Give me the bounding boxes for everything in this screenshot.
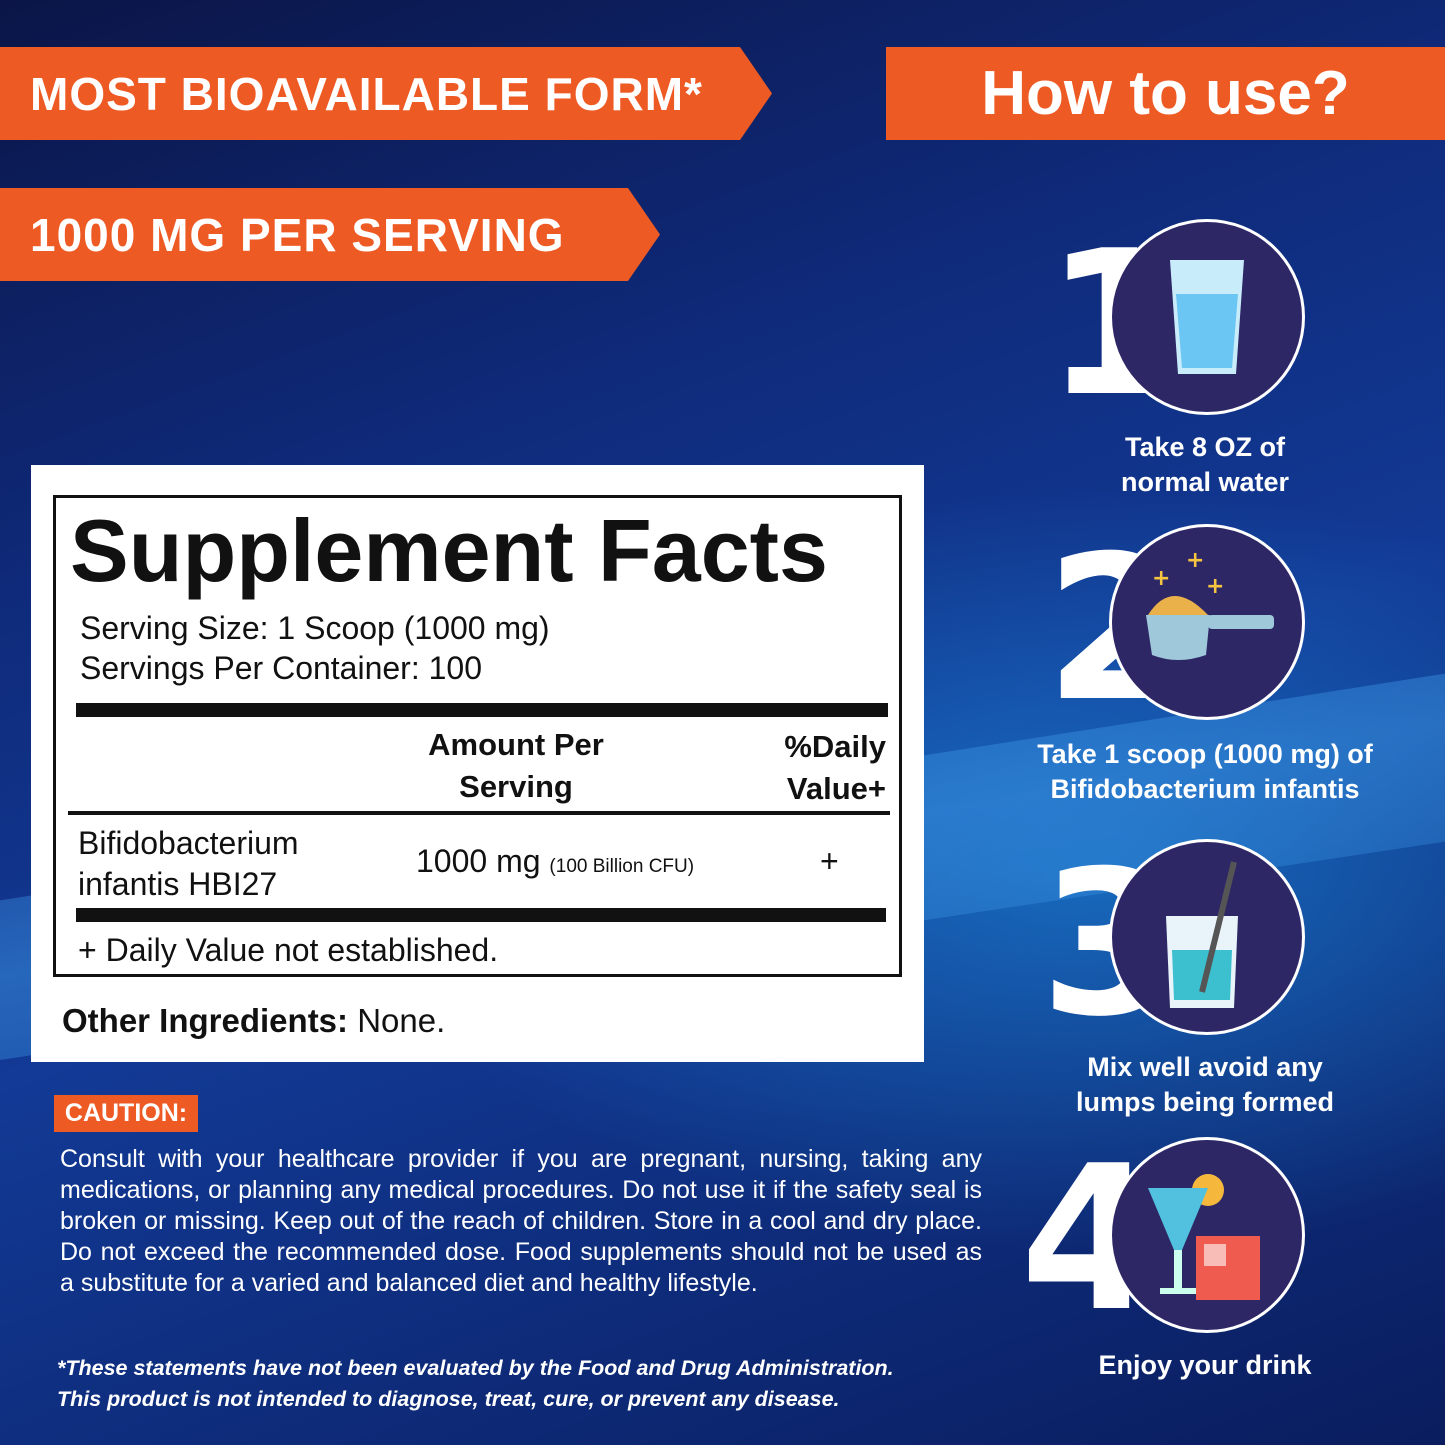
water-glass-icon bbox=[1109, 219, 1305, 415]
bioavailable-banner: MOST BIOAVAILABLE FORM* bbox=[0, 47, 772, 140]
header-daily-value: %Daily Value+ bbox=[784, 729, 886, 806]
step-line: normal water bbox=[1120, 467, 1290, 497]
banner-text: MOST BIOAVAILABLE FORM* bbox=[30, 67, 703, 120]
disclaimer-line: *These statements have not been evaluate… bbox=[57, 1356, 894, 1380]
supplement-facts-panel: Supplement Facts Serving Size: 1 Scoop (… bbox=[31, 465, 924, 1062]
other-value: None. bbox=[348, 1002, 446, 1039]
how-to-use-banner: How to use? bbox=[886, 47, 1445, 140]
banner-text: 1000 MG PER SERVING bbox=[30, 208, 565, 261]
divider bbox=[68, 811, 890, 815]
step-2-text: Take 1 scoop (1000 mg) of Bifidobacterium… bbox=[980, 737, 1430, 807]
ingredient-amount: 1000 mg (100 Billion CFU) bbox=[416, 841, 694, 887]
drinks-icon bbox=[1109, 1137, 1305, 1333]
dose-banner: 1000 MG PER SERVING bbox=[0, 188, 660, 281]
svg-text:+: + bbox=[1152, 566, 1170, 591]
svg-text:+: + bbox=[1186, 548, 1204, 573]
step-line: Bifidobacterium infantis bbox=[1050, 774, 1360, 804]
footnote: + Daily Value not established. bbox=[78, 932, 499, 968]
facts-title: Supplement Facts bbox=[70, 501, 828, 600]
other-ingredients: Other Ingredients: None. bbox=[62, 1002, 445, 1040]
step-line: Take 8 OZ of bbox=[1124, 432, 1286, 462]
thick-divider bbox=[76, 908, 886, 922]
step-4-text: Enjoy your drink bbox=[980, 1348, 1430, 1383]
ingredient-name: Bifidobacterium infantis HBI27 bbox=[78, 825, 299, 902]
other-label: Other Ingredients: bbox=[62, 1002, 349, 1039]
step-line: Take 1 scoop (1000 mg) of bbox=[1037, 739, 1373, 769]
step-line: Enjoy your drink bbox=[1098, 1350, 1312, 1380]
powder-scoop-icon: + + + bbox=[1109, 524, 1305, 720]
step-line: lumps being formed bbox=[1075, 1087, 1335, 1117]
fda-disclaimer: *These statements have not been evaluate… bbox=[57, 1353, 997, 1415]
ingredient-dv: + bbox=[820, 843, 839, 879]
caution-label: CAUTION: bbox=[54, 1095, 198, 1132]
thick-divider bbox=[76, 703, 888, 717]
svg-text:+: + bbox=[1206, 574, 1224, 599]
step-line: Mix well avoid any bbox=[1087, 1052, 1323, 1082]
amount-value: 1000 mg bbox=[416, 843, 541, 879]
serving-size: Serving Size: 1 Scoop (1000 mg) bbox=[80, 610, 550, 646]
caution-text: Consult with your healthcare provider if… bbox=[60, 1145, 982, 1297]
amount-note: (100 Billion CFU) bbox=[549, 856, 695, 877]
facts-box: Supplement Facts Serving Size: 1 Scoop (… bbox=[53, 495, 902, 977]
step-1-text: Take 8 OZ of normal water bbox=[980, 430, 1430, 500]
disclaimer-line: This product is not intended to diagnose… bbox=[57, 1387, 840, 1411]
step-3-text: Mix well avoid any lumps being formed bbox=[980, 1050, 1430, 1120]
banner-text: How to use? bbox=[981, 59, 1350, 128]
mixing-cup-icon bbox=[1109, 839, 1305, 1035]
header-amount: Amount Per Serving bbox=[428, 727, 604, 804]
servings-per-container: Servings Per Container: 100 bbox=[80, 650, 482, 686]
